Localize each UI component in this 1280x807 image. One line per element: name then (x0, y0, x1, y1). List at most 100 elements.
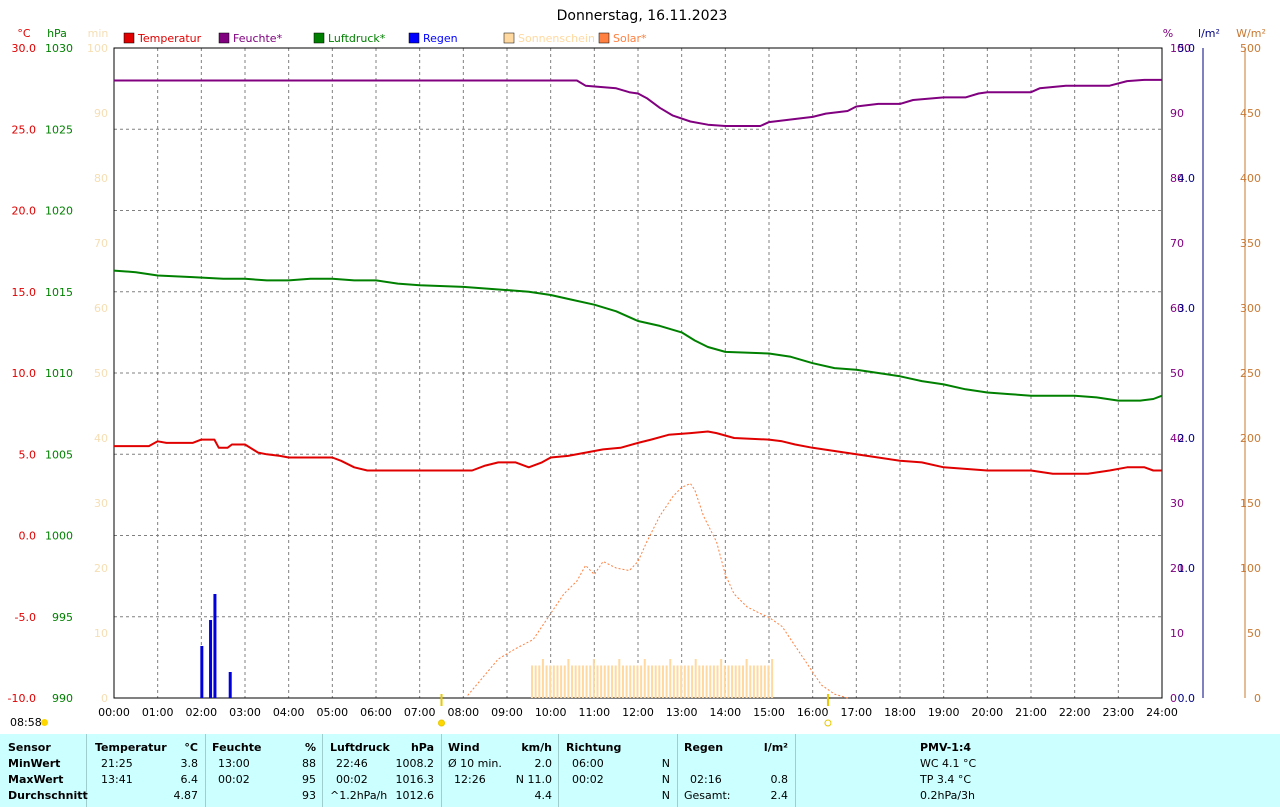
legend-label-regen: Regen (423, 32, 458, 45)
sunshine-bar (676, 665, 679, 698)
minutes-tick-label: 80 (94, 172, 108, 185)
press-value: 1008.2 (395, 757, 435, 770)
axis-unit-labels: °C hPa min % l/m² W/m² (17, 27, 1265, 40)
solar-unit-label: W/m² (1236, 27, 1266, 40)
temp-time: 21:25 (101, 757, 133, 770)
sunshine-bar (712, 665, 715, 698)
rain-tick-label: 5.0 (1178, 42, 1196, 55)
sunshine-bar (658, 665, 661, 698)
solar-tick-label: 400 (1240, 172, 1261, 185)
sunshine-bar (752, 665, 755, 698)
sunshine-bar (669, 659, 672, 698)
x-tick-label: 17:00 (840, 706, 872, 719)
sunshine-bar (592, 659, 595, 698)
temp-time: 13:41 (101, 773, 133, 786)
rain-value: 2.4 (770, 789, 789, 802)
sunshine-bar (552, 665, 555, 698)
humidity-tick-label: 80 (1170, 172, 1184, 185)
press-time: 00:02 (336, 773, 368, 786)
hum-time: 13:00 (218, 757, 250, 770)
header-wind-unit: km/h (521, 741, 552, 754)
x-tick-label: 07:00 (404, 706, 436, 719)
x-tick-label: 19:00 (928, 706, 960, 719)
rain-tick-label: 0.0 (1178, 692, 1196, 705)
minutes-tick-label: 90 (94, 107, 108, 120)
pressure-tick-label: 1025 (45, 123, 73, 136)
press-time: ^1.2hPa/h (330, 789, 388, 802)
solar-tick-label: 350 (1240, 237, 1261, 250)
sunshine-bar (629, 665, 632, 698)
humidity-tick-label: 0 (1170, 692, 1177, 705)
sunshine-bar (618, 659, 621, 698)
x-tick-label: 15:00 (753, 706, 785, 719)
sunshine-bar (727, 665, 730, 698)
x-tick-label: 12:00 (622, 706, 654, 719)
sunshine-bar (578, 665, 581, 698)
press-value: 1016.3 (395, 773, 435, 786)
x-tick-label: 03:00 (229, 706, 261, 719)
row-label: Durchschnitt (8, 789, 88, 802)
solar-tick-label: 450 (1240, 107, 1261, 120)
sunshine-bar (600, 665, 603, 698)
min-unit-label: min (88, 27, 109, 40)
header-pmv: PMV-1:4 (920, 741, 971, 754)
minutes-tick-label: 70 (94, 237, 108, 250)
grid (113, 47, 1246, 699)
stats-separator (558, 734, 559, 807)
pressure-tick-label: 990 (52, 692, 73, 705)
x-tick-label: 13:00 (666, 706, 698, 719)
sunshine-bar (556, 665, 559, 698)
humidity-tick-label: 10 (1170, 627, 1184, 640)
temp-value: 3.8 (180, 757, 199, 770)
rain-tick-label: 2.0 (1178, 432, 1196, 445)
pressure-tick-label: 1000 (45, 530, 73, 543)
sunshine-bar (745, 659, 748, 698)
header-pressure: Luftdruck (330, 741, 390, 754)
temp-tick-label: 20.0 (12, 205, 37, 218)
legend-swatch-temperatur (123, 32, 135, 44)
solar-line (467, 483, 848, 699)
legend: Temperatur Feuchte* Luftdruck* Regen Son… (123, 32, 647, 45)
sunset-marker-dot (824, 719, 832, 727)
sunshine-bar (749, 665, 752, 698)
x-tick-label: 21:00 (1015, 706, 1047, 719)
press-value: 1012.6 (395, 789, 435, 802)
sunshine-bar (661, 665, 664, 698)
humidity-tick-label: 20 (1170, 562, 1184, 575)
sunshine-bar (614, 665, 617, 698)
x-tick-label: 00:00 (98, 706, 130, 719)
sunshine-bar (640, 665, 643, 698)
bar-series (200, 594, 774, 698)
legend-swatch-solar (598, 32, 610, 44)
header-rain-unit: l/m² (763, 741, 788, 754)
temp-tick-label: -10.0 (8, 692, 36, 705)
dir-value: N (661, 773, 670, 786)
pressure-tick-label: 1020 (45, 205, 73, 218)
x-tick-label: 02:00 (185, 706, 217, 719)
x-tick-label: 23:00 (1102, 706, 1134, 719)
sunshine-bar (665, 665, 668, 698)
humidity-tick-label: 70 (1170, 237, 1184, 250)
x-tick-label: 22:00 (1059, 706, 1091, 719)
pressure-line (113, 269, 1163, 402)
time-marker-dot (41, 719, 48, 726)
sunshine-bar (560, 665, 563, 698)
temp-tick-label: 25.0 (12, 123, 37, 136)
sunshine-bar (771, 659, 774, 698)
sunshine-bar (596, 665, 599, 698)
solar-tick-label: 150 (1240, 497, 1261, 510)
sunshine-bar (683, 665, 686, 698)
x-tick-label: 18:00 (884, 706, 916, 719)
weather-chart: Donnerstag, 16.11.2023 °C hPa min % l/m²… (8, 8, 1266, 727)
stats-separator (86, 734, 87, 807)
solar-tick-label: 0 (1254, 692, 1261, 705)
humidity-tick-label: 30 (1170, 497, 1184, 510)
stats-table: Sensor Temperatur °C Feuchte % Luftdruck… (0, 734, 1280, 807)
humidity-tick-label: 60 (1170, 302, 1184, 315)
rain-bar (213, 594, 217, 698)
rain-bar (200, 646, 204, 698)
minutes-tick-label: 30 (94, 497, 108, 510)
temp-value: 4.87 (173, 789, 199, 802)
header-temperature: Temperatur (95, 741, 167, 754)
humidity-tick-label: 50 (1170, 367, 1184, 380)
